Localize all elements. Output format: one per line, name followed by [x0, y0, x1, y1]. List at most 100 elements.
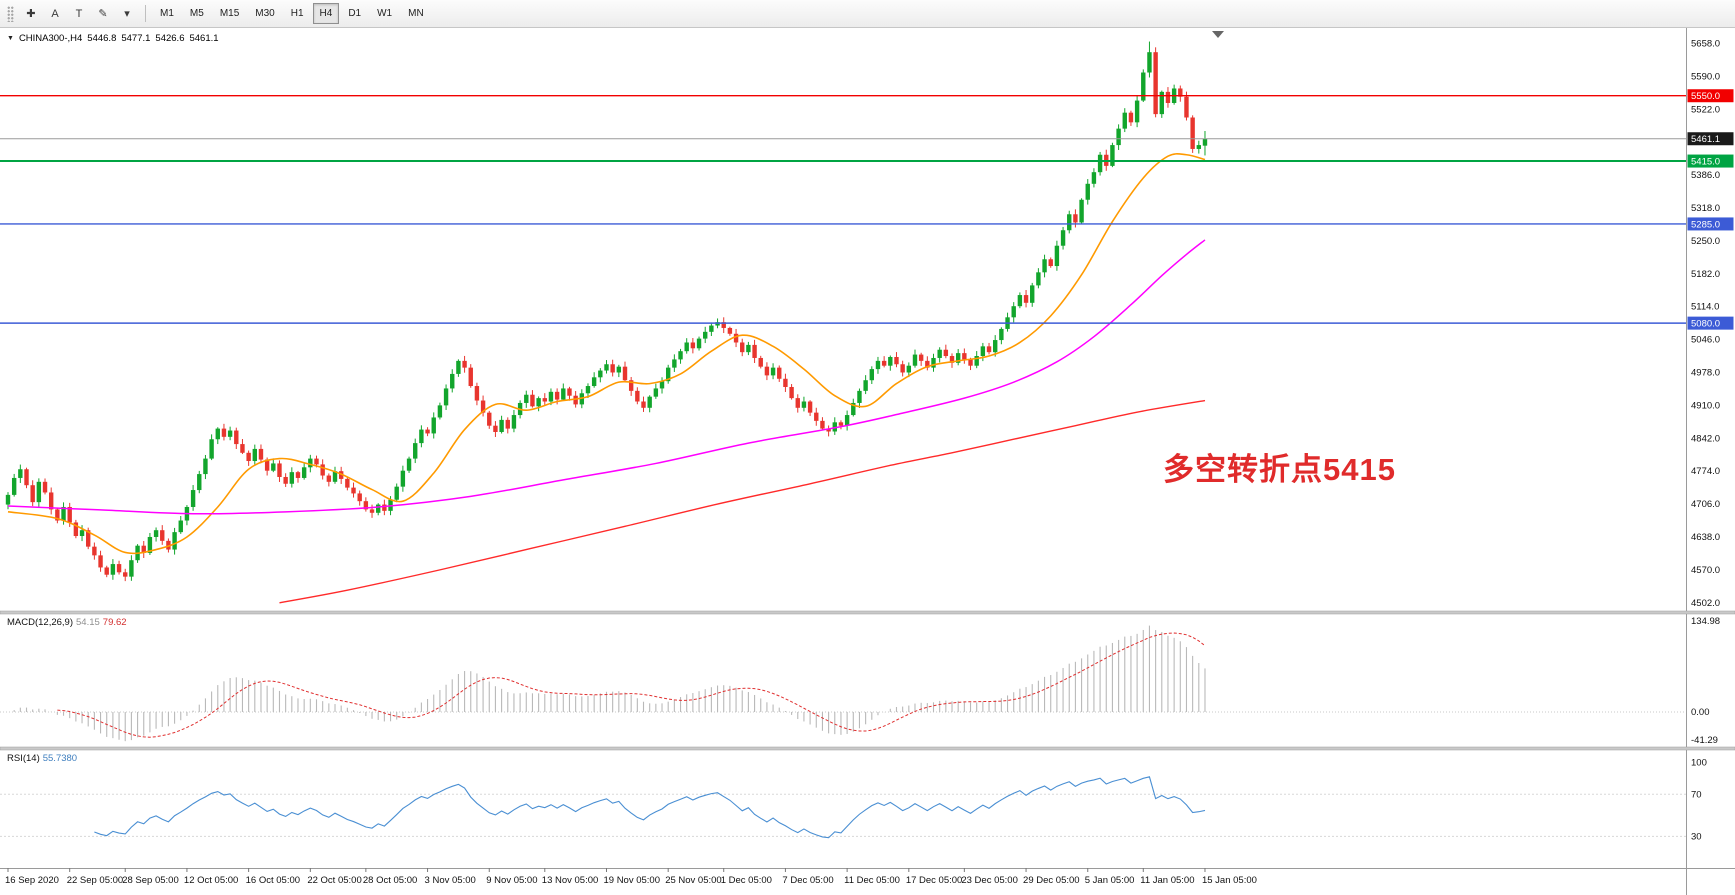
svg-text:28 Sep 05:00: 28 Sep 05:00	[122, 875, 179, 886]
ohlc-high: 5477.1	[121, 33, 151, 44]
shift-marker-icon[interactable]	[1212, 31, 1224, 38]
candles-layer	[5, 41, 1208, 582]
macd-histogram	[13, 625, 1206, 742]
timeframe-d1[interactable]: D1	[348, 8, 362, 19]
rsi-indicator-label: RSI(14) 55.7380	[7, 753, 77, 764]
panel-separator-2	[0, 746, 1735, 751]
svg-text:-41.29: -41.29	[1691, 735, 1718, 746]
svg-text:4706.0: 4706.0	[1691, 499, 1720, 510]
crosshair-tool[interactable]: ✚	[26, 8, 36, 20]
chart-annotation: 多空转折点5415	[1163, 452, 1396, 487]
svg-text:5080.0: 5080.0	[1691, 319, 1720, 330]
ma-fast-line	[7, 153, 1206, 555]
level-lines-layer	[0, 95, 1686, 324]
price-badge-5080.0	[1687, 316, 1734, 330]
symbol-dropdown-icon[interactable]: ▼	[7, 35, 14, 42]
svg-text:100: 100	[1691, 758, 1707, 769]
timeframe-m30[interactable]: M30	[255, 8, 275, 19]
rsi-value: 55.7380	[42, 753, 78, 764]
price-scale: 5658.05590.05522.05454.05386.05318.05250…	[1686, 28, 1735, 895]
svg-text:19 Nov 05:00: 19 Nov 05:00	[603, 875, 660, 886]
ohlc-low: 5426.6	[155, 33, 185, 44]
svg-text:7 Dec 05:00: 7 Dec 05:00	[782, 875, 833, 886]
panel-separator-1	[0, 610, 1735, 615]
ma-mid-line	[7, 239, 1206, 515]
svg-text:16 Sep 2020: 16 Sep 2020	[5, 875, 59, 886]
toolbar-tools: ✚ A T ✎ ▾	[19, 2, 139, 25]
timeframe-mn[interactable]: MN	[408, 8, 424, 19]
macd-signal-line	[57, 632, 1206, 738]
ohlc-open: 5446.8	[87, 33, 117, 44]
svg-text:23 Dec 05:00: 23 Dec 05:00	[961, 875, 1018, 886]
svg-text:4570.0: 4570.0	[1691, 565, 1720, 576]
svg-text:4910.0: 4910.0	[1691, 400, 1720, 411]
drawing-dropdown[interactable]: ▾	[124, 8, 130, 20]
svg-text:16 Oct 05:00: 16 Oct 05:00	[246, 875, 300, 886]
svg-text:30: 30	[1691, 831, 1702, 842]
timeframe-h4[interactable]: H4	[312, 3, 340, 24]
svg-text:1 Dec 05:00: 1 Dec 05:00	[721, 875, 772, 886]
timeframe-m1[interactable]: M1	[160, 8, 174, 19]
svg-text:5 Jan 05:00: 5 Jan 05:00	[1085, 875, 1135, 886]
chart-symbol-period: CHINA300-,H4	[18, 33, 83, 44]
svg-text:13 Nov 05:00: 13 Nov 05:00	[542, 875, 599, 886]
svg-text:5386.0: 5386.0	[1691, 170, 1720, 181]
rsi-name: RSI(14)	[7, 753, 40, 764]
macd-main-value: 54.15	[76, 617, 100, 628]
moving-averages-layer	[7, 153, 1206, 604]
macd-indicator-label: MACD(12,26,9) 54.15 79.62	[7, 617, 127, 628]
svg-text:134.98: 134.98	[1691, 616, 1720, 627]
rsi-panel	[0, 776, 1686, 839]
toolbar-grip[interactable]	[7, 5, 14, 22]
svg-text:5550.0: 5550.0	[1691, 91, 1720, 102]
svg-text:4638.0: 4638.0	[1691, 532, 1720, 543]
macd-name: MACD(12,26,9)	[7, 617, 73, 628]
svg-text:5182.0: 5182.0	[1691, 269, 1720, 280]
svg-text:22 Oct 05:00: 22 Oct 05:00	[307, 875, 361, 886]
drawing-tool[interactable]: ✎	[98, 8, 108, 20]
ohlc-close: 5461.1	[189, 33, 219, 44]
text-tool[interactable]: T	[75, 7, 83, 20]
rsi-line	[94, 776, 1206, 839]
svg-text:22 Sep 05:00: 22 Sep 05:00	[67, 875, 124, 886]
toolbar: ✚ A T ✎ ▾ M1 M5 M15 M30 H1 H4 D1 W1 MN	[0, 0, 1735, 28]
price-badge-5415.0	[1687, 154, 1734, 168]
price-badge-5550.0	[1687, 89, 1734, 103]
price-badge-5285.0	[1687, 217, 1734, 231]
svg-text:28 Oct 05:00: 28 Oct 05:00	[363, 875, 417, 886]
timeframe-m15[interactable]: M15	[219, 8, 240, 19]
svg-text:11 Jan 05:00: 11 Jan 05:00	[1140, 875, 1194, 886]
svg-text:5461.1: 5461.1	[1691, 134, 1720, 145]
svg-text:4842.0: 4842.0	[1691, 433, 1720, 444]
current-price-badge	[1687, 132, 1734, 146]
timeframe-m5[interactable]: M5	[189, 8, 204, 19]
svg-text:3 Nov 05:00: 3 Nov 05:00	[425, 875, 476, 886]
svg-text:29 Dec 05:00: 29 Dec 05:00	[1023, 875, 1080, 886]
svg-text:12 Oct 05:00: 12 Oct 05:00	[184, 875, 238, 886]
svg-text:4774.0: 4774.0	[1691, 466, 1720, 477]
text-label-tool[interactable]: A	[51, 7, 59, 20]
svg-text:0.00: 0.00	[1691, 707, 1710, 718]
svg-text:5318.0: 5318.0	[1691, 203, 1720, 214]
svg-text:4502.0: 4502.0	[1691, 598, 1720, 609]
ma-slow-line	[279, 399, 1206, 604]
svg-text:5114.0: 5114.0	[1691, 302, 1719, 313]
timeframe-w1[interactable]: W1	[377, 8, 393, 19]
svg-text:5590.0: 5590.0	[1691, 71, 1720, 82]
svg-text:15 Jan 05:00: 15 Jan 05:00	[1202, 875, 1257, 886]
svg-text:11 Dec 05:00: 11 Dec 05:00	[844, 875, 900, 886]
svg-text:17 Dec 05:00: 17 Dec 05:00	[906, 875, 963, 886]
chart-title: ▼ CHINA300-,H4 5446.8 5477.1 5426.6 5461…	[7, 33, 219, 44]
timeframe-h1[interactable]: H1	[290, 8, 304, 19]
svg-text:5522.0: 5522.0	[1691, 104, 1720, 115]
svg-text:25 Nov 05:00: 25 Nov 05:00	[665, 875, 722, 886]
svg-text:5046.0: 5046.0	[1691, 335, 1720, 346]
toolbar-separator	[145, 5, 146, 22]
svg-text:5658.0: 5658.0	[1691, 38, 1720, 49]
svg-text:70: 70	[1691, 789, 1702, 800]
svg-text:5285.0: 5285.0	[1691, 219, 1720, 230]
svg-text:5250.0: 5250.0	[1691, 236, 1720, 247]
